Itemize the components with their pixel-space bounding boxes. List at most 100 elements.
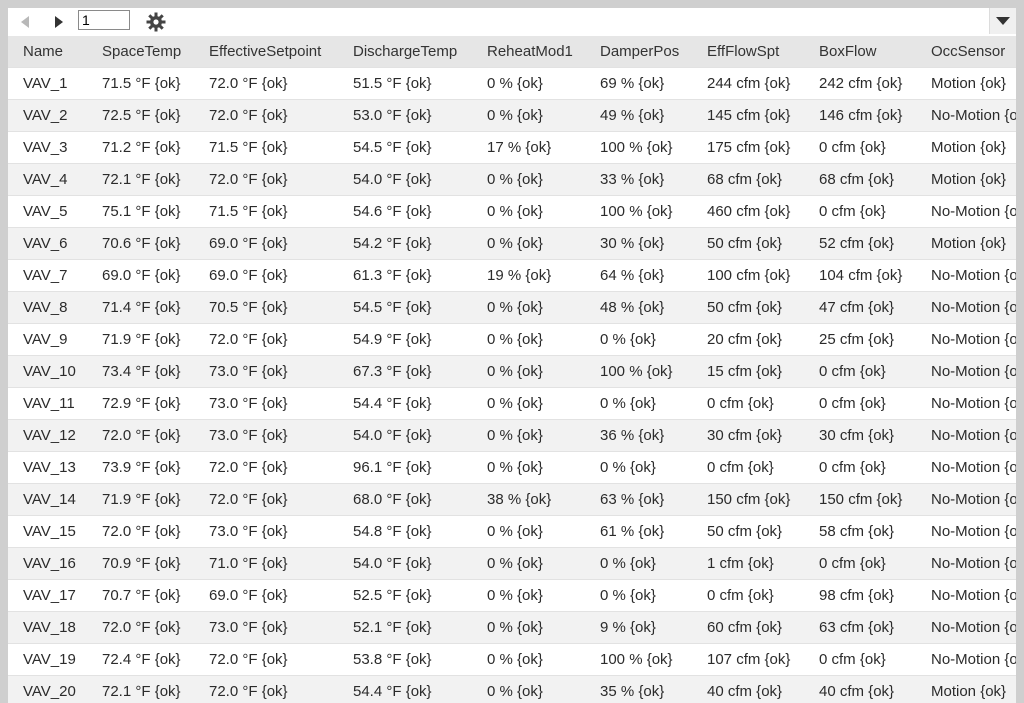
cell-occ-sensor: Motion {ok} <box>916 163 1016 196</box>
column-header-occ-sensor[interactable]: OccSensor <box>916 36 1016 68</box>
cell-damper-pos: 0 % {ok} <box>585 451 692 484</box>
cell-space-temp: 72.5 °F {ok} <box>87 99 194 132</box>
cell-effective-setpoint: 71.0 °F {ok} <box>194 547 338 580</box>
cell-reheat-mod1: 0 % {ok} <box>472 451 585 484</box>
cell-eff-flow-spt: 107 cfm {ok} <box>692 643 804 676</box>
table-row[interactable]: VAV_10 73.4 °F {ok} 73.0 °F {ok} 67.3 °F {o… <box>8 355 1016 388</box>
cell-space-temp: 72.0 °F {ok} <box>87 419 194 452</box>
table-row[interactable]: VAV_3 71.2 °F {ok} 71.5 °F {ok} 54.5 °F {ok… <box>8 131 1016 164</box>
table-view-frame: NameSpaceTempEffectiveSetpointDischargeT… <box>8 8 1016 703</box>
table-row[interactable]: VAV_15 72.0 °F {ok} 73.0 °F {ok} 54.8 °F {o… <box>8 515 1016 548</box>
cell-discharge-temp: 51.5 °F {ok} <box>338 67 472 100</box>
column-header-reheat-mod1[interactable]: ReheatMod1 <box>472 36 585 68</box>
table-row[interactable]: VAV_17 70.7 °F {ok} 69.0 °F {ok} 52.5 °F {o… <box>8 579 1016 612</box>
cell-name: VAV_7 <box>8 259 87 292</box>
cell-name: VAV_10 <box>8 355 87 388</box>
table-row[interactable]: VAV_11 72.9 °F {ok} 73.0 °F {ok} 54.4 °F {o… <box>8 387 1016 420</box>
next-page-button[interactable] <box>50 13 68 31</box>
cell-reheat-mod1: 0 % {ok} <box>472 611 585 644</box>
table-row[interactable]: VAV_20 72.1 °F {ok} 72.0 °F {ok} 54.4 °F {o… <box>8 675 1016 703</box>
cell-name: VAV_19 <box>8 643 87 676</box>
table-menu-button[interactable] <box>989 8 1016 34</box>
cell-effective-setpoint: 72.0 °F {ok} <box>194 323 338 356</box>
cell-box-flow: 146 cfm {ok} <box>804 99 916 132</box>
table-header-row: Name SpaceTemp EffectiveSetpoint DischargeT… <box>8 36 1016 68</box>
cell-box-flow: 68 cfm {ok} <box>804 163 916 196</box>
table-row[interactable]: VAV_6 70.6 °F {ok} 69.0 °F {ok} 54.2 °F {ok… <box>8 227 1016 260</box>
cell-occ-sensor: No-Motion {ok} <box>916 451 1016 484</box>
cell-discharge-temp: 54.4 °F {ok} <box>338 675 472 703</box>
column-header-eff-flow-spt[interactable]: EffFlowSpt <box>692 36 804 68</box>
cell-effective-setpoint: 72.0 °F {ok} <box>194 643 338 676</box>
column-header-name[interactable]: Name <box>8 36 87 68</box>
cell-space-temp: 71.9 °F {ok} <box>87 483 194 516</box>
cell-discharge-temp: 67.3 °F {ok} <box>338 355 472 388</box>
cell-occ-sensor: No-Motion {ok} <box>916 611 1016 644</box>
page-number-input[interactable] <box>78 10 130 30</box>
cell-eff-flow-spt: 50 cfm {ok} <box>692 227 804 260</box>
cell-occ-sensor: No-Motion {ok} <box>916 259 1016 292</box>
column-header-effective-setpoint[interactable]: EffectiveSetpoint <box>194 36 338 68</box>
column-header-box-flow[interactable]: BoxFlow <box>804 36 916 68</box>
cell-damper-pos: 0 % {ok} <box>585 323 692 356</box>
cell-space-temp: 69.0 °F {ok} <box>87 259 194 292</box>
table-row[interactable]: VAV_4 72.1 °F {ok} 72.0 °F {ok} 54.0 °F {ok… <box>8 163 1016 196</box>
cell-discharge-temp: 53.0 °F {ok} <box>338 99 472 132</box>
cell-discharge-temp: 54.0 °F {ok} <box>338 419 472 452</box>
cell-box-flow: 242 cfm {ok} <box>804 67 916 100</box>
cell-occ-sensor: Motion {ok} <box>916 227 1016 260</box>
column-header-space-temp[interactable]: SpaceTemp <box>87 36 194 68</box>
table-row[interactable]: VAV_5 75.1 °F {ok} 71.5 °F {ok} 54.6 °F {ok… <box>8 195 1016 228</box>
column-header-damper-pos[interactable]: DamperPos <box>585 36 692 68</box>
cell-name: VAV_2 <box>8 99 87 132</box>
cell-damper-pos: 64 % {ok} <box>585 259 692 292</box>
cell-damper-pos: 100 % {ok} <box>585 195 692 228</box>
cell-effective-setpoint: 72.0 °F {ok} <box>194 163 338 196</box>
table-row[interactable]: VAV_7 69.0 °F {ok} 69.0 °F {ok} 61.3 °F {ok… <box>8 259 1016 292</box>
cell-eff-flow-spt: 50 cfm {ok} <box>692 515 804 548</box>
cell-name: VAV_20 <box>8 675 87 703</box>
cell-discharge-temp: 54.2 °F {ok} <box>338 227 472 260</box>
table-row[interactable]: VAV_12 72.0 °F {ok} 73.0 °F {ok} 54.0 °F {o… <box>8 419 1016 452</box>
cell-name: VAV_8 <box>8 291 87 324</box>
cell-name: VAV_14 <box>8 483 87 516</box>
cell-reheat-mod1: 0 % {ok} <box>472 163 585 196</box>
cell-box-flow: 0 cfm {ok} <box>804 547 916 580</box>
table-row[interactable]: VAV_9 71.9 °F {ok} 72.0 °F {ok} 54.9 °F {ok… <box>8 323 1016 356</box>
cell-effective-setpoint: 69.0 °F {ok} <box>194 579 338 612</box>
column-header-discharge-temp[interactable]: DischargeTemp <box>338 36 472 68</box>
cell-damper-pos: 35 % {ok} <box>585 675 692 703</box>
cell-occ-sensor: Motion {ok} <box>916 131 1016 164</box>
settings-button[interactable] <box>146 12 166 32</box>
cell-damper-pos: 100 % {ok} <box>585 131 692 164</box>
cell-reheat-mod1: 17 % {ok} <box>472 131 585 164</box>
cell-reheat-mod1: 0 % {ok} <box>472 675 585 703</box>
cell-name: VAV_17 <box>8 579 87 612</box>
cell-reheat-mod1: 0 % {ok} <box>472 195 585 228</box>
cell-eff-flow-spt: 0 cfm {ok} <box>692 451 804 484</box>
table-row[interactable]: VAV_19 72.4 °F {ok} 72.0 °F {ok} 53.8 °F {o… <box>8 643 1016 676</box>
cell-reheat-mod1: 0 % {ok} <box>472 355 585 388</box>
table-row[interactable]: VAV_2 72.5 °F {ok} 72.0 °F {ok} 53.0 °F {ok… <box>8 99 1016 132</box>
cell-occ-sensor: No-Motion {ok} <box>916 195 1016 228</box>
table-row[interactable]: VAV_16 70.9 °F {ok} 71.0 °F {ok} 54.0 °F {o… <box>8 547 1016 580</box>
prev-page-button[interactable] <box>17 13 35 31</box>
cell-eff-flow-spt: 244 cfm {ok} <box>692 67 804 100</box>
table-body: VAV_1 71.5 °F {ok} 72.0 °F {ok} 51.5 °F {ok… <box>8 67 1016 703</box>
cell-eff-flow-spt: 0 cfm {ok} <box>692 579 804 612</box>
cell-effective-setpoint: 73.0 °F {ok} <box>194 611 338 644</box>
cell-damper-pos: 36 % {ok} <box>585 419 692 452</box>
table-row[interactable]: VAV_13 73.9 °F {ok} 72.0 °F {ok} 96.1 °F {o… <box>8 451 1016 484</box>
table-row[interactable]: VAV_1 71.5 °F {ok} 72.0 °F {ok} 51.5 °F {ok… <box>8 67 1016 100</box>
cell-eff-flow-spt: 30 cfm {ok} <box>692 419 804 452</box>
cell-eff-flow-spt: 1 cfm {ok} <box>692 547 804 580</box>
cell-occ-sensor: Motion {ok} <box>916 67 1016 100</box>
cell-name: VAV_12 <box>8 419 87 452</box>
cell-discharge-temp: 54.0 °F {ok} <box>338 163 472 196</box>
cell-damper-pos: 33 % {ok} <box>585 163 692 196</box>
table-row[interactable]: VAV_18 72.0 °F {ok} 73.0 °F {ok} 52.1 °F {o… <box>8 611 1016 644</box>
cell-box-flow: 0 cfm {ok} <box>804 355 916 388</box>
data-table: Name SpaceTemp EffectiveSetpoint DischargeT… <box>8 36 1016 703</box>
table-row[interactable]: VAV_8 71.4 °F {ok} 70.5 °F {ok} 54.5 °F {ok… <box>8 291 1016 324</box>
table-row[interactable]: VAV_14 71.9 °F {ok} 72.0 °F {ok} 68.0 °F {o… <box>8 483 1016 516</box>
